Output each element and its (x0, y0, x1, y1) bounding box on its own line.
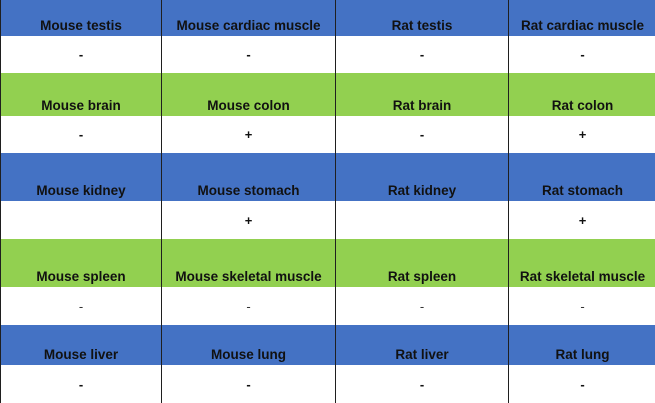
header-cell: Mouse colon (162, 73, 336, 116)
header-cell: Rat testis (336, 0, 509, 36)
header-cell: Rat liver (336, 325, 509, 365)
header-cell: Mouse lung (162, 325, 336, 365)
value-cell: - (162, 365, 336, 403)
value-cell: - (336, 116, 509, 153)
value-cell: + (162, 116, 336, 153)
value-cell: - (336, 36, 509, 73)
value-cell: + (509, 116, 655, 153)
header-cell: Mouse testis (1, 0, 162, 36)
value-cell: - (162, 287, 336, 325)
header-cell: Rat brain (336, 73, 509, 116)
header-cell: Rat colon (509, 73, 655, 116)
header-cell: Mouse stomach (162, 153, 336, 201)
value-cell: + (162, 201, 336, 239)
value-cell: - (336, 365, 509, 403)
header-cell: Rat lung (509, 325, 655, 365)
header-cell: Mouse spleen (1, 239, 162, 287)
value-cell: - (1, 36, 162, 73)
value-cell: + (509, 201, 655, 239)
value-cell: - (509, 36, 655, 73)
value-cell (336, 201, 509, 239)
header-cell: Mouse liver (1, 325, 162, 365)
value-cell (1, 201, 162, 239)
value-cell: - (1, 365, 162, 403)
header-cell: Mouse cardiac muscle (162, 0, 336, 36)
value-cell: - (162, 36, 336, 73)
value-cell: - (1, 116, 162, 153)
header-cell: Mouse kidney (1, 153, 162, 201)
value-cell: - (509, 287, 655, 325)
header-cell: Rat cardiac muscle (509, 0, 655, 36)
header-cell: Mouse brain (1, 73, 162, 116)
value-cell: - (336, 287, 509, 325)
value-cell: - (509, 365, 655, 403)
header-cell: Rat spleen (336, 239, 509, 287)
header-cell: Rat kidney (336, 153, 509, 201)
header-cell: Rat stomach (509, 153, 655, 201)
header-cell: Rat skeletal muscle (509, 239, 655, 287)
header-cell: Mouse skeletal muscle (162, 239, 336, 287)
value-cell: - (1, 287, 162, 325)
